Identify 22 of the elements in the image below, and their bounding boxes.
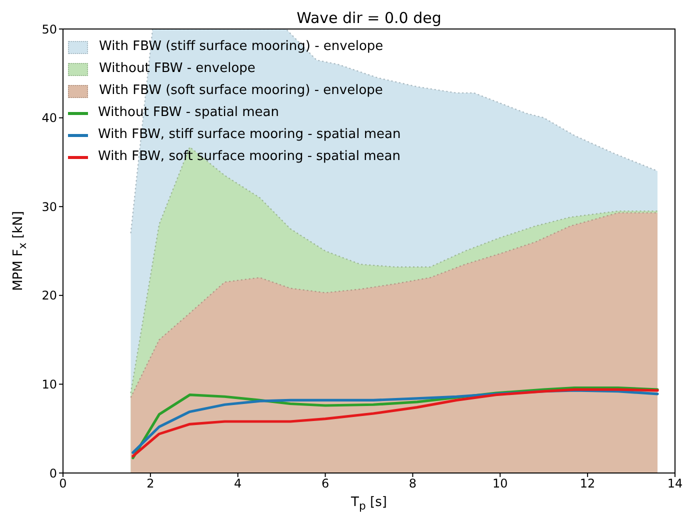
x-tick-label: 10 [492, 476, 508, 491]
legend-label: With FBW, soft surface mooring - spatial mean [98, 148, 400, 166]
x-tick-label: 0 [59, 476, 67, 491]
x-tick-label: 2 [146, 476, 154, 491]
chart-title: Wave dir = 0.0 deg [296, 9, 442, 27]
legend-label: With FBW (stiff surface mooring) - envelope [99, 38, 384, 56]
y-tick-label: 20 [42, 288, 57, 303]
x-axis-title: T$_{p}$ [s] [350, 495, 388, 513]
legend-label: Without FBW - envelope [99, 60, 256, 78]
y-tick-label: 40 [42, 111, 57, 126]
y-tick-label: 10 [42, 377, 57, 392]
x-tick-label: 4 [234, 476, 242, 491]
legend-label: With FBW, stiff surface mooring - spatial mean [98, 126, 401, 144]
x-tick-label: 6 [321, 476, 330, 491]
y-tick-label: 50 [42, 22, 57, 36]
x-tick-label: 8 [408, 476, 417, 491]
legend-label: With FBW (soft surface mooring) - envelope [99, 82, 383, 100]
y-tick-label: 0 [49, 466, 57, 480]
y-tick-label: 30 [42, 200, 57, 214]
x-tick-label: 12 [580, 476, 596, 491]
x-tick-label: 14 [667, 476, 683, 491]
legend-label: Without FBW - spatial mean [98, 104, 279, 122]
